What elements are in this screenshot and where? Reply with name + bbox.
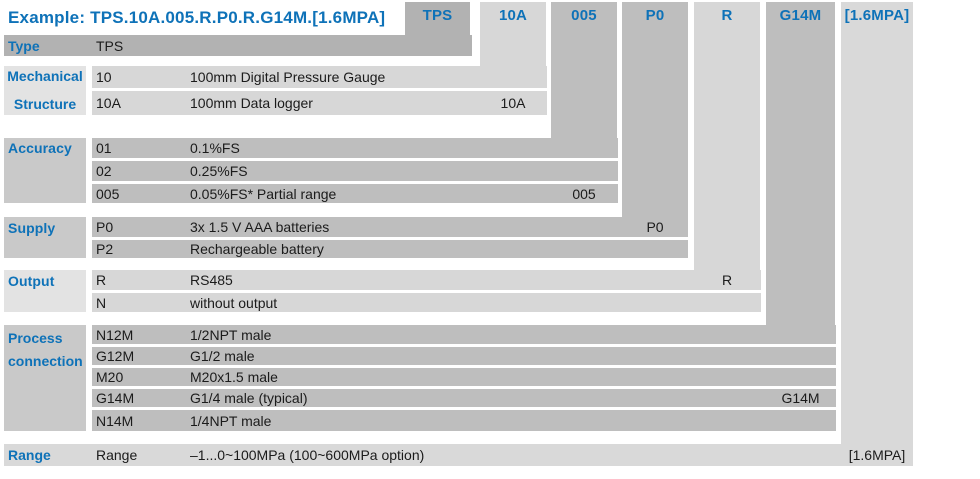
option-code: R xyxy=(96,272,107,288)
process-label-bg xyxy=(4,325,86,431)
category-label-process: Process connection xyxy=(4,327,86,373)
selected-code-marker: G14M xyxy=(781,390,820,406)
option-code: Range xyxy=(96,447,138,463)
option-description: G1/4 male (typical) xyxy=(190,390,308,406)
segment-code-mech: 10A xyxy=(498,6,528,24)
segment-column-output xyxy=(694,2,760,270)
example-code: Example: TPS.10A.005.R.P0.R.G14M.[1.6MPA… xyxy=(8,8,386,27)
option-description: Rechargeable battery xyxy=(190,241,324,257)
range-row: Range Range –1...0~100MPa (100~600MPa op… xyxy=(4,444,913,466)
option-description: 0.05%FS* Partial range xyxy=(190,185,337,202)
option-code: M20 xyxy=(96,369,124,385)
option-code: G14M xyxy=(96,390,135,406)
category-label-supply: Supply xyxy=(8,220,56,236)
segment-column-supply xyxy=(622,2,688,217)
segment-code-output: R xyxy=(721,6,733,24)
option-row-10a: 10A 100mm Data logger 10A xyxy=(92,91,547,115)
option-code: G12M xyxy=(96,348,135,364)
output-label-bg xyxy=(4,270,86,312)
category-label-process-line1: Process xyxy=(8,330,63,346)
option-row-n14m: N14M 1/4NPT male xyxy=(92,410,836,431)
option-code: 10 xyxy=(96,69,112,85)
supply-label-bg xyxy=(4,217,86,258)
option-description: without output xyxy=(190,294,278,311)
option-description: 100mm Digital Pressure Gauge xyxy=(190,69,386,85)
option-description: RS485 xyxy=(190,272,233,288)
option-row-n: N without output xyxy=(92,293,761,312)
category-label-mech: Mechanical Structure xyxy=(4,68,86,112)
segment-column-type xyxy=(405,2,470,35)
option-row-p2: P2 Rechargeable battery xyxy=(92,240,688,258)
option-code: P2 xyxy=(96,241,114,257)
segment-code-range: [1.6MPA] xyxy=(844,6,910,24)
segment-column-mech xyxy=(480,2,546,66)
category-label-mech-line2: Structure xyxy=(13,96,77,112)
category-label-accuracy: Accuracy xyxy=(8,140,72,156)
accuracy-label-bg xyxy=(4,138,86,203)
type-row: Type TPS xyxy=(4,35,472,56)
option-code: N xyxy=(96,294,107,311)
option-description: 1/4NPT male xyxy=(190,412,272,429)
category-label-process-line2: connection xyxy=(8,353,83,369)
option-row-n12m: N12M 1/2NPT male xyxy=(92,325,836,344)
mech-label-bg xyxy=(4,66,86,115)
selected-code-marker: 005 xyxy=(572,185,596,202)
segment-code-supply: P0 xyxy=(645,6,665,24)
option-row-10: 10 100mm Digital Pressure Gauge xyxy=(92,66,547,88)
category-label-output: Output xyxy=(8,273,55,289)
segment-column-process xyxy=(766,2,835,325)
option-description: G1/2 male xyxy=(190,348,255,364)
option-description: 3x 1.5 V AAA batteries xyxy=(190,219,330,235)
segment-code-process: G14M xyxy=(779,6,822,24)
option-row-01: 01 0.1%FS xyxy=(92,138,618,158)
selected-code-marker: [1.6MPA] xyxy=(848,447,906,463)
option-code: N14M xyxy=(96,412,134,429)
option-code: N12M xyxy=(96,326,134,343)
option-row-005: 005 0.05%FS* Partial range 005 xyxy=(92,184,618,203)
segment-column-accuracy xyxy=(551,2,617,138)
option-row-02: 02 0.25%FS xyxy=(92,161,618,181)
selected-code-marker: P0 xyxy=(646,219,664,235)
segment-code-type: TPS xyxy=(422,6,453,24)
selected-code-marker: R xyxy=(721,272,733,288)
option-description: M20x1.5 male xyxy=(190,369,278,385)
option-code: P0 xyxy=(96,219,114,235)
selected-code-marker: 10A xyxy=(500,95,526,111)
category-label-mech-line1: Mechanical xyxy=(7,68,83,84)
option-code: 005 xyxy=(96,185,120,202)
option-description: 100mm Data logger xyxy=(190,95,313,111)
option-row-m20: M20 M20x1.5 male xyxy=(92,368,836,386)
option-row-r: R RS485 R xyxy=(92,270,761,290)
category-label-type: Type xyxy=(8,37,40,54)
option-code: 10A xyxy=(96,95,121,111)
option-row-g14m: G14M G1/4 male (typical) G14M xyxy=(92,389,836,407)
option-code: TPS xyxy=(96,37,124,54)
option-code: 02 xyxy=(96,163,112,179)
option-code: 01 xyxy=(96,140,112,156)
segment-code-accuracy: 005 xyxy=(571,6,597,24)
option-description: 1/2NPT male xyxy=(190,326,272,343)
option-description: 0.25%FS xyxy=(190,163,248,179)
option-row-g12m: G12M G1/2 male xyxy=(92,347,836,365)
category-label-range: Range xyxy=(8,447,51,463)
segment-column-range xyxy=(841,2,913,444)
option-description: 0.1%FS xyxy=(190,140,240,156)
option-description: –1...0~100MPa (100~600MPa option) xyxy=(190,447,425,463)
option-row-p0: P0 3x 1.5 V AAA batteries P0 xyxy=(92,217,688,237)
